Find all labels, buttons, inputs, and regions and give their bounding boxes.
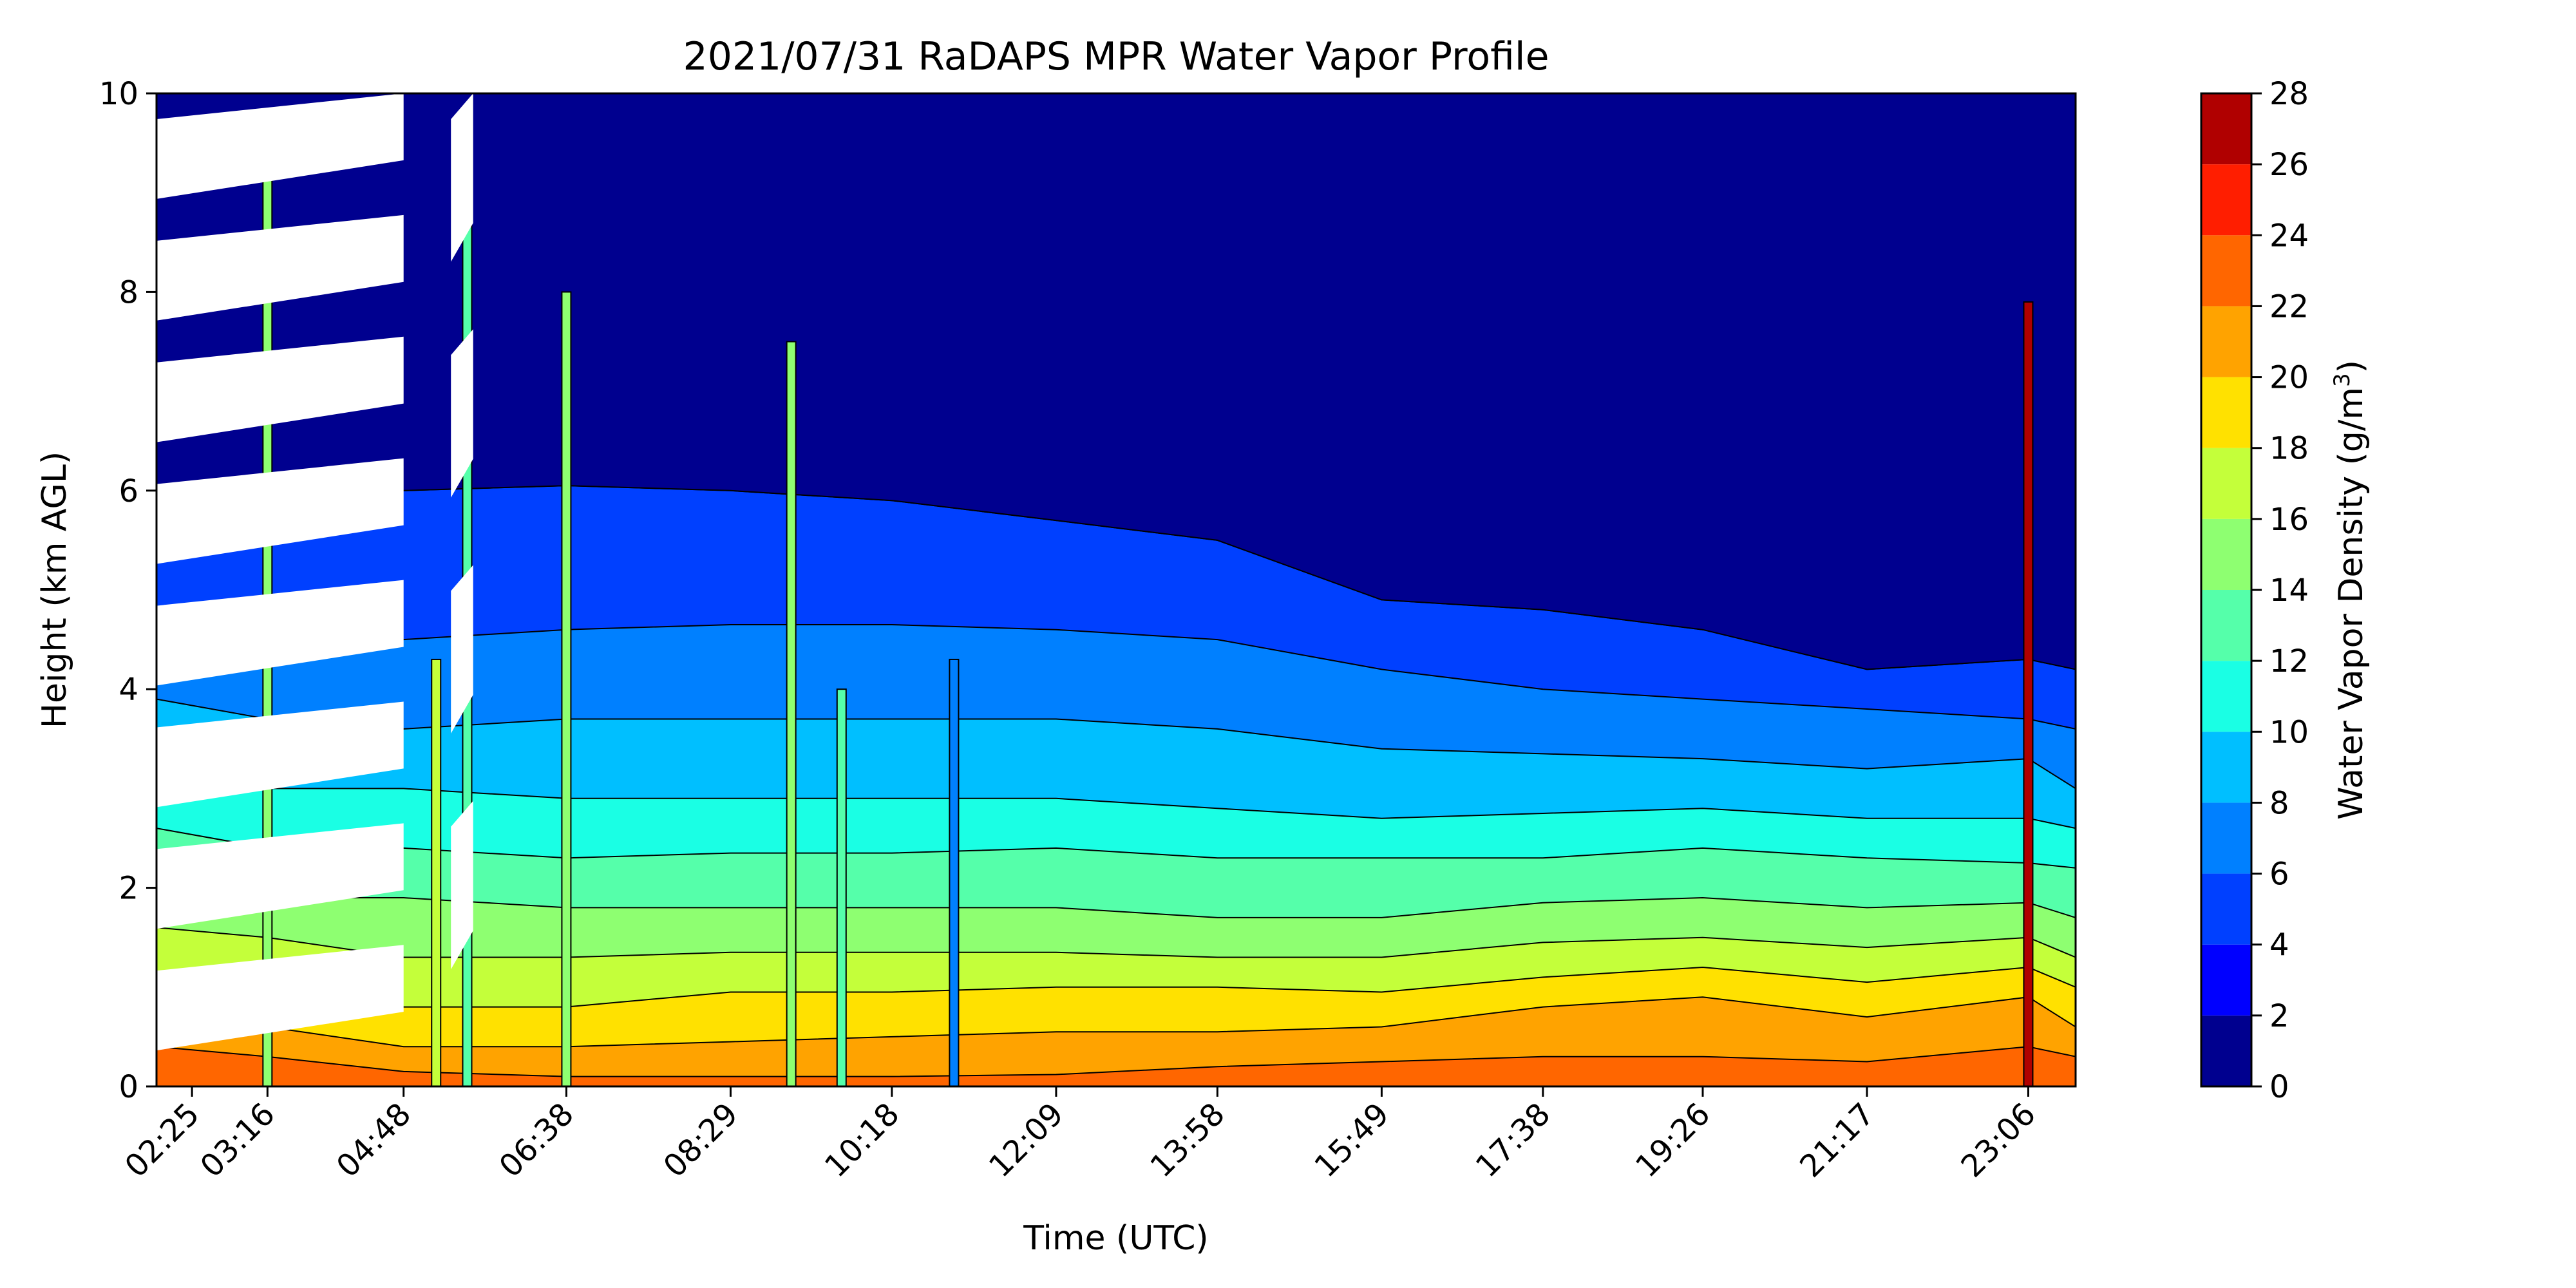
- x-tick-label: 23:06: [1955, 1096, 2043, 1184]
- gap-slice: [156, 214, 404, 321]
- colorbar-tick-label: 18: [2269, 431, 2309, 467]
- spike-0910: [786, 341, 797, 1086]
- x-tick-label: 08:29: [657, 1096, 745, 1184]
- contour-band-22: [156, 1046, 2076, 1086]
- colorbar-swatch-20: [2201, 306, 2251, 377]
- chart-title: 2021/07/31 RaDAPS MPR Water Vapor Profil…: [683, 34, 1549, 79]
- gap-slice: [156, 701, 404, 808]
- colorbar-swatch-4: [2201, 873, 2251, 945]
- missing-data-region-0: [156, 93, 404, 1051]
- colorbar-swatch-26: [2201, 93, 2251, 165]
- colorbar-tick-label: 2: [2269, 998, 2289, 1034]
- y-axis: 0 2 4 6 8 10: [99, 76, 156, 1105]
- colorbar-swatch-10: [2201, 661, 2251, 732]
- gap-slice: [156, 580, 404, 686]
- spike-0638: [561, 291, 572, 1086]
- gap-slice: [156, 823, 404, 929]
- spike-2306: [2023, 301, 2034, 1086]
- missing-data-layer: [156, 93, 473, 1051]
- spike-0510: [431, 658, 442, 1086]
- colorbar-swatch-24: [2201, 164, 2251, 236]
- x-tick-label: 12:09: [982, 1096, 1070, 1184]
- missing-data-region-1: [451, 93, 473, 970]
- x-tick-label: 10:18: [818, 1096, 906, 1184]
- x-tick-label: 06:38: [493, 1096, 581, 1184]
- colorbar-swatch-2: [2201, 944, 2251, 1016]
- colorbar-tick-label: 8: [2269, 785, 2289, 821]
- colorbar-tick-label: 26: [2269, 147, 2309, 183]
- spike-1100: [949, 658, 960, 1086]
- colorbar-tick-label: 20: [2269, 360, 2309, 396]
- colorbar-tick-label: 12: [2269, 643, 2309, 679]
- plot-area: [156, 93, 2076, 1086]
- colorbar-title-base: Water Vapor Density (g/m: [2332, 387, 2371, 820]
- contour-bands: [156, 93, 2076, 1086]
- gap-slice: [451, 565, 473, 734]
- y-tick-label: 8: [118, 274, 138, 310]
- colorbar-swatch-6: [2201, 802, 2251, 874]
- x-tick-label: 17:38: [1469, 1096, 1557, 1184]
- spike-0944: [836, 688, 847, 1086]
- x-tick-label: 15:49: [1307, 1096, 1396, 1184]
- y-tick-label: 0: [118, 1069, 138, 1105]
- colorbar-swatch-12: [2201, 590, 2251, 661]
- colorbar-swatch-18: [2201, 377, 2251, 448]
- y-tick-label: 2: [118, 871, 138, 907]
- gap-slice: [156, 93, 404, 199]
- colorbar-tick-label: 6: [2269, 857, 2289, 893]
- gap-slice: [451, 329, 473, 498]
- gap-slice: [156, 336, 404, 442]
- colorbar-swatch-0: [2201, 1015, 2251, 1086]
- x-tick-label: 19:26: [1629, 1096, 1717, 1184]
- colorbar-tick-label: 10: [2269, 714, 2309, 750]
- colorbar-tick-label: 16: [2269, 502, 2309, 538]
- colorbar-swatch-8: [2201, 732, 2251, 803]
- colorbar-swatch-22: [2201, 235, 2251, 307]
- x-tick-label: 21:17: [1793, 1096, 1881, 1184]
- colorbar-title-sup: 3: [2329, 373, 2355, 387]
- x-tick-label: 04:48: [330, 1096, 418, 1184]
- colorbar-tick-label: 28: [2269, 76, 2309, 112]
- x-tick-label: 02:25: [118, 1096, 206, 1184]
- y-tick-label: 4: [118, 672, 138, 708]
- colorbar-tick-label: 4: [2269, 927, 2289, 963]
- y-tick-label: 10: [99, 76, 138, 112]
- colorbar-tick-label: 24: [2269, 218, 2309, 254]
- colorbar-title-end: ): [2332, 360, 2371, 373]
- colorbar-tick-label: 22: [2269, 289, 2309, 325]
- y-axis-title: Height (km AGL): [35, 451, 74, 728]
- gap-slice: [156, 458, 404, 564]
- plot-frame: [155, 92, 2077, 1088]
- x-tick-label: 13:58: [1143, 1096, 1231, 1184]
- colorbar-swatch-16: [2201, 448, 2251, 519]
- colorbar-swatch-14: [2201, 518, 2251, 590]
- gap-slice: [156, 945, 404, 1051]
- x-tick-label: 03:16: [193, 1096, 281, 1184]
- gap-slice: [451, 93, 473, 262]
- x-axis-title: Time (UTC): [1023, 1219, 1208, 1258]
- colorbar-tick-label: 14: [2269, 573, 2309, 609]
- gap-slice: [451, 800, 473, 970]
- y-tick-label: 6: [118, 473, 138, 509]
- colorbar-tick-label: 0: [2269, 1069, 2289, 1105]
- colorbar-title: Water Vapor Density (g/m3): [2329, 360, 2371, 820]
